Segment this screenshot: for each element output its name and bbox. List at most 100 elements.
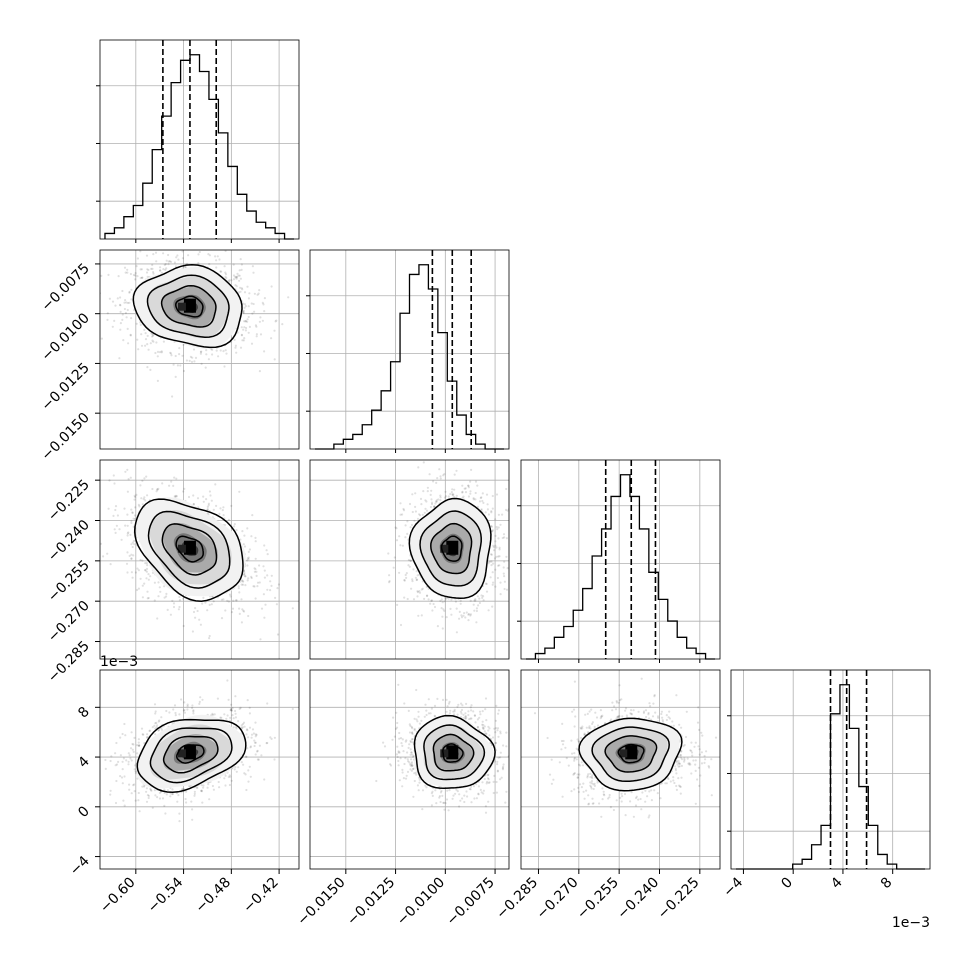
scatter-point <box>172 363 175 366</box>
scatter-point <box>469 492 472 495</box>
scatter-point <box>172 708 175 711</box>
scatter-point <box>441 615 444 618</box>
scatter-point <box>111 300 115 303</box>
scatter-point <box>254 557 257 560</box>
scatter-point <box>242 339 245 342</box>
scatter-point <box>126 490 129 493</box>
scatter-point <box>197 253 200 256</box>
scatter-point <box>235 529 238 532</box>
scatter-point <box>434 500 438 503</box>
scatter-point <box>246 557 249 560</box>
scatter-point <box>232 274 236 277</box>
scatter-point <box>430 599 434 602</box>
scatter-point <box>130 521 133 525</box>
scatter-point <box>243 534 246 537</box>
scatter-point <box>130 557 133 561</box>
contour-line <box>132 263 243 349</box>
scatter-point <box>242 721 246 724</box>
scatter-point <box>242 543 245 546</box>
scatter-point <box>156 488 159 491</box>
scatter-point <box>128 554 131 558</box>
scatter-point <box>172 484 175 487</box>
scatter-point <box>460 616 464 619</box>
scatter-point <box>149 368 152 371</box>
scatter-point <box>149 575 152 578</box>
scatter-point <box>238 279 241 282</box>
scatter-point <box>124 524 127 527</box>
scatter-point <box>452 493 455 496</box>
scatter-point <box>494 540 497 543</box>
scatter-point <box>270 584 273 588</box>
scatter-point <box>445 597 448 600</box>
scatter-point <box>185 790 188 793</box>
scatter-point <box>95 484 97 486</box>
histogram-frame-0 <box>99 39 300 240</box>
scatter-point <box>250 575 253 578</box>
scatter-point <box>134 571 137 574</box>
scatter-point <box>219 349 222 352</box>
scatter-point <box>418 590 421 593</box>
scatter-point <box>147 268 150 272</box>
scatter-point <box>217 355 220 358</box>
scatter-point <box>415 570 418 573</box>
scatter-point <box>409 559 412 562</box>
scatter-point <box>498 555 501 558</box>
scatter-point <box>182 343 185 346</box>
scatter-point <box>176 800 179 803</box>
scatter-point <box>411 578 414 581</box>
scatter-point <box>227 518 230 522</box>
scatter-point <box>157 720 160 723</box>
scatter-point <box>208 637 211 640</box>
scatter-point <box>416 591 420 594</box>
scatter-point <box>152 340 155 343</box>
scatter-point <box>125 301 128 304</box>
scatter-point <box>242 573 246 576</box>
scatter-point <box>150 267 153 270</box>
scatter-point <box>128 301 131 304</box>
scatter-point <box>474 598 477 601</box>
scatter-point <box>131 511 134 514</box>
scatter-point <box>181 250 184 253</box>
scatter-point <box>259 638 262 641</box>
scatter-point <box>137 741 140 744</box>
scatter-point <box>119 296 122 299</box>
scatter-point <box>132 273 135 277</box>
scatter-point <box>495 546 498 549</box>
scatter-point <box>491 507 494 510</box>
scatter-point <box>192 610 196 614</box>
scatter-point <box>134 495 137 499</box>
scatter-point <box>235 277 238 280</box>
scatter-frame <box>99 459 300 660</box>
scatter-point <box>206 508 209 511</box>
scatter-point <box>246 559 249 562</box>
scatter-point <box>421 580 424 583</box>
scatter-point <box>181 787 184 791</box>
scatter-point <box>464 487 467 490</box>
scatter-point <box>510 555 512 557</box>
scatter-point <box>253 292 256 295</box>
scatter-point <box>114 304 117 307</box>
scatter-point <box>118 357 121 360</box>
scatter-point <box>463 487 466 490</box>
scatter-point <box>419 514 422 517</box>
scatter-point <box>182 369 186 373</box>
scatter-point <box>455 607 458 610</box>
scatter-point <box>420 588 423 591</box>
density-peak <box>440 544 449 553</box>
scatter-point <box>131 748 134 751</box>
scatter-point <box>417 614 420 617</box>
scatter-point <box>486 503 489 506</box>
scatter-point <box>273 329 276 332</box>
scatter-point <box>399 623 403 627</box>
scatter-point <box>187 495 191 499</box>
scatter-point <box>127 478 130 481</box>
scatter-point <box>178 347 181 350</box>
scatter-point <box>241 579 244 583</box>
scatter-point <box>407 558 410 562</box>
scatter-point <box>246 729 249 732</box>
scatter-point <box>412 598 416 601</box>
scatter-point <box>117 760 120 764</box>
scatter-point <box>146 275 149 278</box>
scatter-point <box>146 268 149 271</box>
scatter-point <box>240 334 243 337</box>
